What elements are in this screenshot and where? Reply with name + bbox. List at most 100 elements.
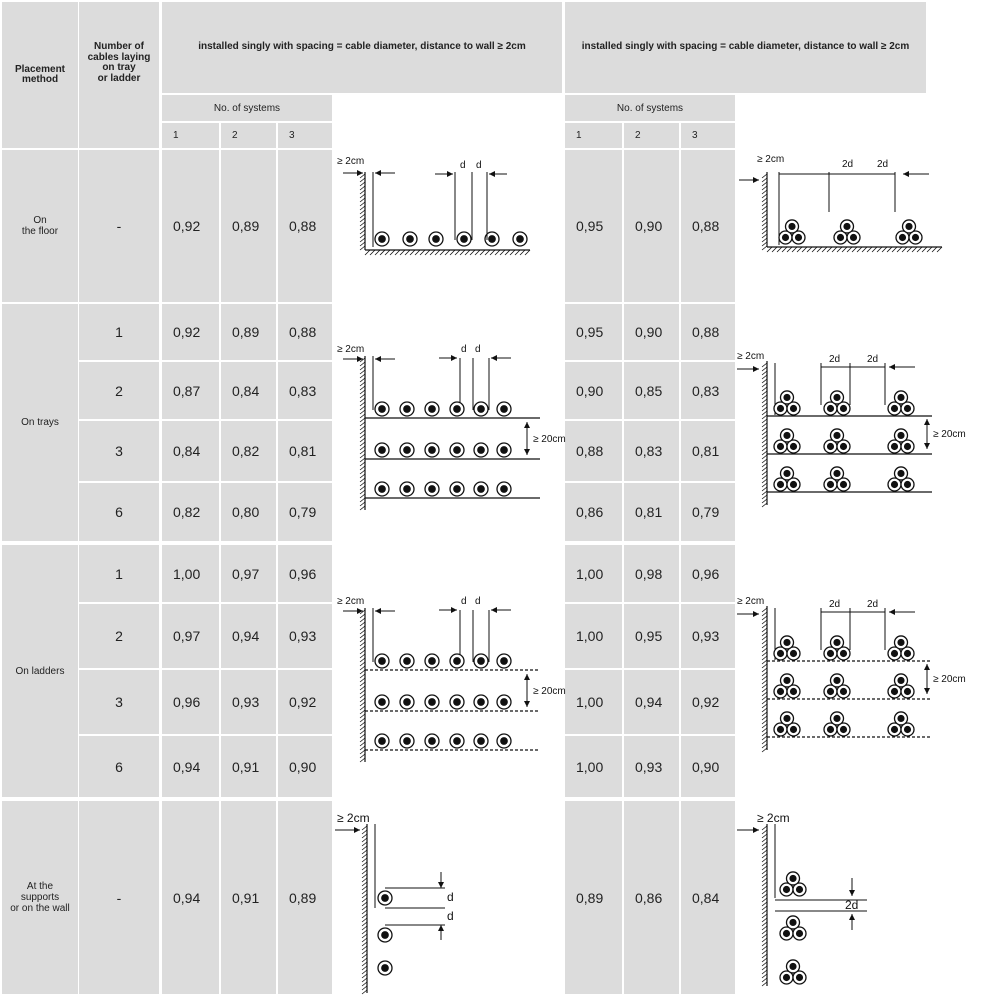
cable-core-icon [836,233,845,242]
wall-hatch [361,949,368,955]
layer-gap-label: ≥ 20cm [533,686,566,697]
cable-core-icon [381,931,389,939]
wall-hatch [761,845,768,851]
wall-hatch [761,181,768,187]
wall-hatch [761,237,768,243]
floor-hatch [419,249,426,256]
cable-core-icon [789,442,798,451]
cable-core-icon [776,725,785,734]
floor-hatch [806,246,813,253]
cable-core-icon [839,649,848,658]
wall-hatch [359,653,366,659]
layer-gap-label: ≥ 20cm [933,429,966,440]
cable-core-icon [782,885,791,894]
cable-core-icon [460,235,468,243]
wall-hatch [359,473,366,479]
left-system-number-text: 1 [173,130,179,141]
wall-hatch [761,619,768,625]
left-group-title-text: installed singly with spacing = cable di… [198,41,526,53]
right-system-number-text: 1 [576,130,582,141]
wall-hatch [761,466,768,472]
floor-hatch [474,249,481,256]
wall-hatch [761,490,768,496]
wall-hatch [359,469,366,475]
floor-hatch [841,246,848,253]
wall-hatch [361,917,368,923]
arrow-head-icon [491,355,497,361]
left-factor-cell-text: 0,89 [232,324,260,340]
left-no-of-systems-text: No. of systems [213,102,281,114]
cable-core-icon [500,737,508,745]
arrow-head-icon [524,422,530,428]
floor-hatch [766,246,773,253]
cable-core-icon [903,442,912,451]
wall-hatch [359,677,366,683]
cable-core-icon [905,222,913,231]
right-factor-cell: 0,79 [681,483,735,541]
arrow-head-icon [357,170,363,176]
wall-hatch [359,481,366,487]
left-factor-cell: 0,82 [162,483,219,541]
wall-hatch [359,697,366,703]
wall-hatch [359,397,366,403]
floor-hatch [776,246,783,253]
wall-hatch [761,422,768,428]
wall-hatch [761,973,768,979]
wall-hatch [761,695,768,701]
wall-hatch [359,225,366,231]
wall-hatch [761,873,768,879]
wall-hatch [761,881,768,887]
left-factor-cell-text: 0,91 [232,758,260,775]
left-factor-cell: 0,94 [162,736,219,797]
cable-core-icon [378,698,386,706]
wall-hatch [761,177,768,183]
wall-hatch [761,639,768,645]
floor-hatch [489,249,496,256]
cable-core-icon [839,442,848,451]
right-system-number: 3 [681,123,735,148]
cable-core-icon [897,676,905,685]
wall-hatch [761,498,768,504]
wall-hatch [761,631,768,637]
wall-hatch [761,390,768,396]
arrow-head-icon [753,827,759,833]
right-factor-cell: 0,90 [624,304,679,360]
floor-hatch [434,249,441,256]
wall-hatch [761,398,768,404]
cable-core-icon [500,485,508,493]
floor-hatch [369,249,376,256]
floor-hatch [831,246,838,253]
cable-core-icon [428,737,436,745]
floor-hatch [921,246,928,253]
left-factor-cell-text: 0,84 [232,382,260,399]
wall-gap-label: ≥ 2cm [337,596,364,607]
wall-hatch [761,494,768,500]
wall-hatch [761,502,768,508]
left-factor-cell-text: 0,87 [173,382,201,399]
arrow-head-icon [753,366,759,372]
floor-hatch [494,249,501,256]
wall-hatch [761,201,768,207]
wall-hatch [359,233,366,239]
left-factor-cell: 0,97 [221,545,276,602]
cable-core-icon [794,233,803,242]
left-factor-cell: 0,84 [221,362,276,419]
wall-hatch [761,921,768,927]
wall-hatch [359,373,366,379]
wall-hatch [761,897,768,903]
left-factor-cell: 0,88 [278,304,332,360]
two-d-label: 2d [829,599,840,610]
wall-hatch [361,969,368,975]
right-factor-cell-text: 0,88 [692,324,720,340]
wall-hatch [359,357,366,363]
wall-hatch [761,615,768,621]
left-factor-cell: 0,94 [162,801,219,994]
wall-hatch [359,449,366,455]
placement-method-cell-text: At the supports or on the wall [10,881,70,914]
floor-hatch [374,249,381,256]
wall-hatch [359,189,366,195]
wall-hatch [761,426,768,432]
right-factor-cell-text: 0,83 [692,382,720,399]
wall-hatch [761,723,768,729]
right-factor-cell-text: 1,00 [576,758,604,775]
